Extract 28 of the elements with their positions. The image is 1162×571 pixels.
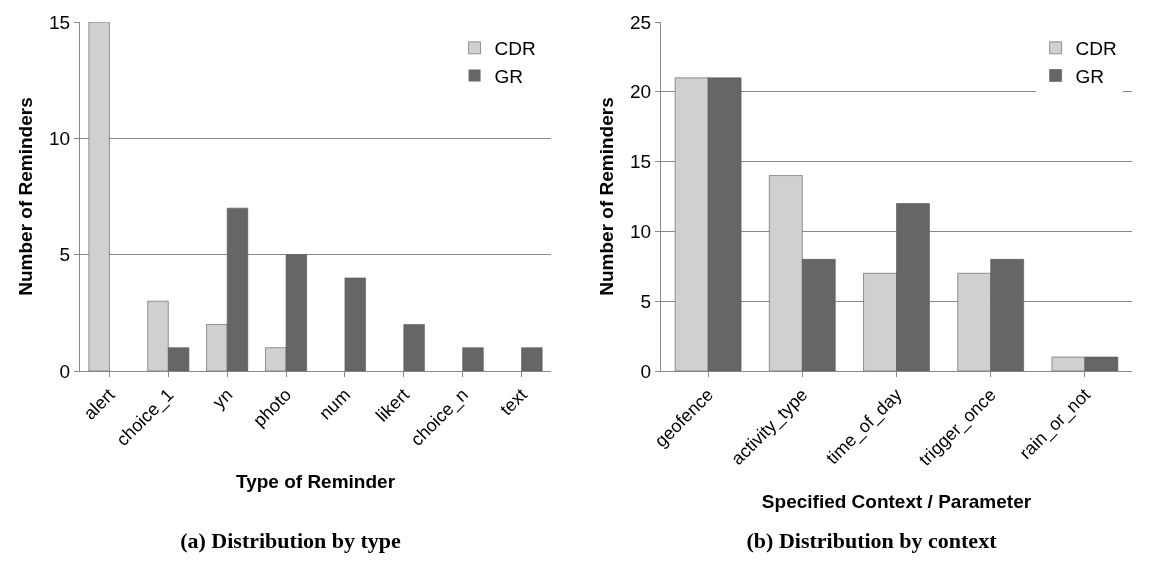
y-tick-label: 10 bbox=[49, 127, 71, 149]
y-axis-title: Number of Reminders bbox=[15, 97, 36, 296]
y-tick-label: 0 bbox=[59, 360, 71, 382]
x-tick-label: yn bbox=[208, 384, 237, 413]
y-tick-label: 5 bbox=[640, 290, 652, 312]
y-tick-label: 25 bbox=[630, 11, 652, 33]
text: (b) Distribution by context bbox=[746, 528, 998, 554]
y-axis-title: Number of Reminders bbox=[596, 97, 617, 296]
y-tick-label: 10 bbox=[630, 221, 652, 243]
legend-label: CDR bbox=[494, 38, 536, 60]
y-tick-label: 15 bbox=[49, 11, 71, 33]
bar bbox=[344, 277, 366, 371]
y-tick-label: 5 bbox=[59, 244, 71, 266]
bar bbox=[462, 347, 484, 371]
legend-label: CDR bbox=[1075, 38, 1117, 60]
text: (a) Distribution by type bbox=[180, 528, 402, 554]
legend-label: GR bbox=[1075, 65, 1105, 87]
y-tick-label: 15 bbox=[630, 151, 652, 173]
x-tick-label: text bbox=[496, 384, 531, 420]
y-tick-label: 0 bbox=[640, 360, 652, 382]
x-axis-title: Type of Reminder bbox=[235, 471, 396, 493]
bar bbox=[521, 347, 543, 371]
x-tick-label: num bbox=[315, 384, 355, 424]
y-tick-label: 20 bbox=[630, 81, 652, 103]
bar bbox=[403, 324, 425, 371]
x-axis-title: Specified Context / Parameter bbox=[761, 491, 1032, 513]
legend-label: GR bbox=[494, 65, 524, 87]
bar bbox=[88, 22, 110, 371]
